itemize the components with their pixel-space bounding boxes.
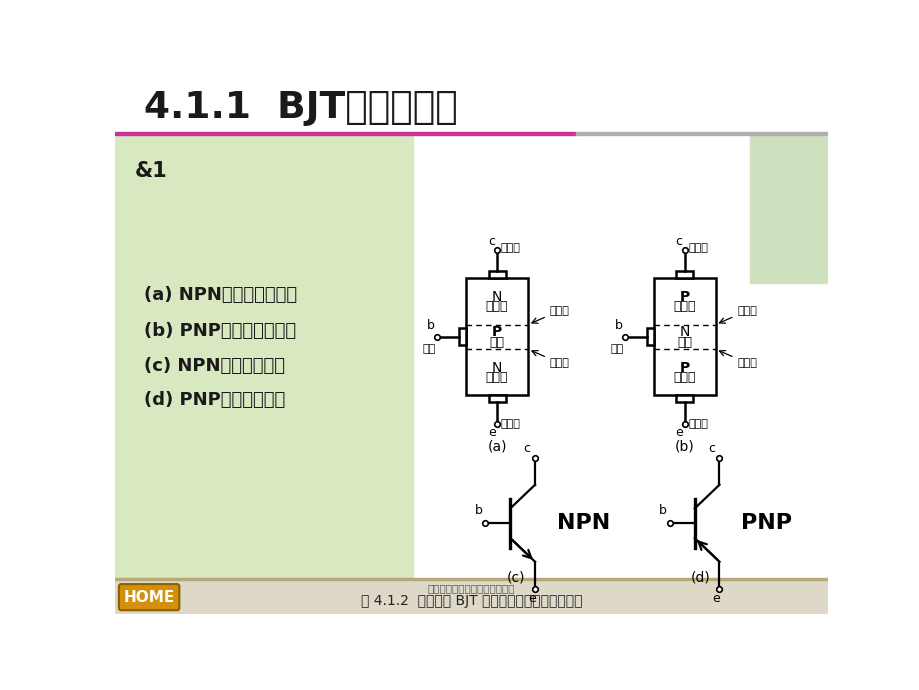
Text: 基极: 基极 [422,344,436,354]
Text: e: e [711,592,720,604]
Text: c: c [675,235,682,248]
Text: c: c [707,442,714,455]
Bar [115,578,827,580]
Bar [115,579,827,614]
Text: 发射区: 发射区 [485,371,508,384]
Text: 发射区: 发射区 [673,371,695,384]
Text: P: P [679,290,689,304]
Text: &1: &1 [134,161,167,181]
Bar [115,132,575,135]
Text: (b) PNP型管结构示意图: (b) PNP型管结构示意图 [144,322,296,339]
Text: 基区: 基区 [489,336,504,348]
Text: (a): (a) [487,440,506,453]
Text: 集电结: 集电结 [531,306,569,323]
Text: 基区: 基区 [676,336,691,348]
Text: 集电区: 集电区 [485,300,508,313]
Text: 4.1.1  BJT的结构简介: 4.1.1 BJT的结构简介 [144,90,458,126]
FancyBboxPatch shape [119,584,179,610]
Text: (a) NPN型管结构示意图: (a) NPN型管结构示意图 [144,286,297,304]
Text: (b): (b) [674,440,694,453]
Text: e: e [487,426,495,440]
Bar [488,395,505,402]
Bar [488,271,505,278]
Bar [115,121,413,580]
Text: 集电区: 集电区 [673,300,695,313]
Text: 发射极: 发射极 [501,419,520,429]
Text: 发射结: 发射结 [719,351,756,368]
Bar [575,132,827,135]
Text: N: N [492,361,502,375]
Bar [459,328,466,346]
Bar [646,328,652,346]
Text: 发射极: 发射极 [687,419,708,429]
Text: (c) NPN管的电路符号: (c) NPN管的电路符号 [144,357,285,375]
Text: 基极: 基极 [609,344,623,354]
Text: 发射结: 发射结 [531,351,569,368]
Bar [750,121,827,283]
Text: HOME: HOME [123,590,175,604]
Bar [675,271,692,278]
Text: c: c [488,235,494,248]
Text: b: b [614,319,622,331]
Text: N: N [492,290,502,304]
Text: e: e [528,592,535,604]
Bar [115,83,827,133]
Text: 图 4.1.2  两种类型 BJT 的结构示意图及其电路符号: 图 4.1.2 两种类型 BJT 的结构示意图及其电路符号 [360,594,582,608]
Text: c: c [523,442,530,455]
Text: 双极结型三极管及放大电路基础: 双极结型三极管及放大电路基础 [427,583,515,593]
Text: 集电结: 集电结 [719,306,756,323]
Text: (c): (c) [506,570,525,584]
Bar [675,395,692,402]
Bar [652,278,715,395]
Text: N: N [679,325,689,339]
Text: (d): (d) [690,570,710,584]
Text: b: b [658,504,666,517]
Bar [466,278,528,395]
Text: P: P [679,361,689,375]
Text: 集电极: 集电极 [501,244,520,253]
Text: b: b [474,504,482,517]
Text: PNP: PNP [741,513,791,533]
Text: e: e [675,426,682,440]
Text: (d) PNP管的电路符号: (d) PNP管的电路符号 [144,391,286,409]
Text: b: b [426,319,435,331]
Text: P: P [492,325,502,339]
Text: 集电极: 集电极 [687,244,708,253]
Text: NPN: NPN [556,513,609,533]
